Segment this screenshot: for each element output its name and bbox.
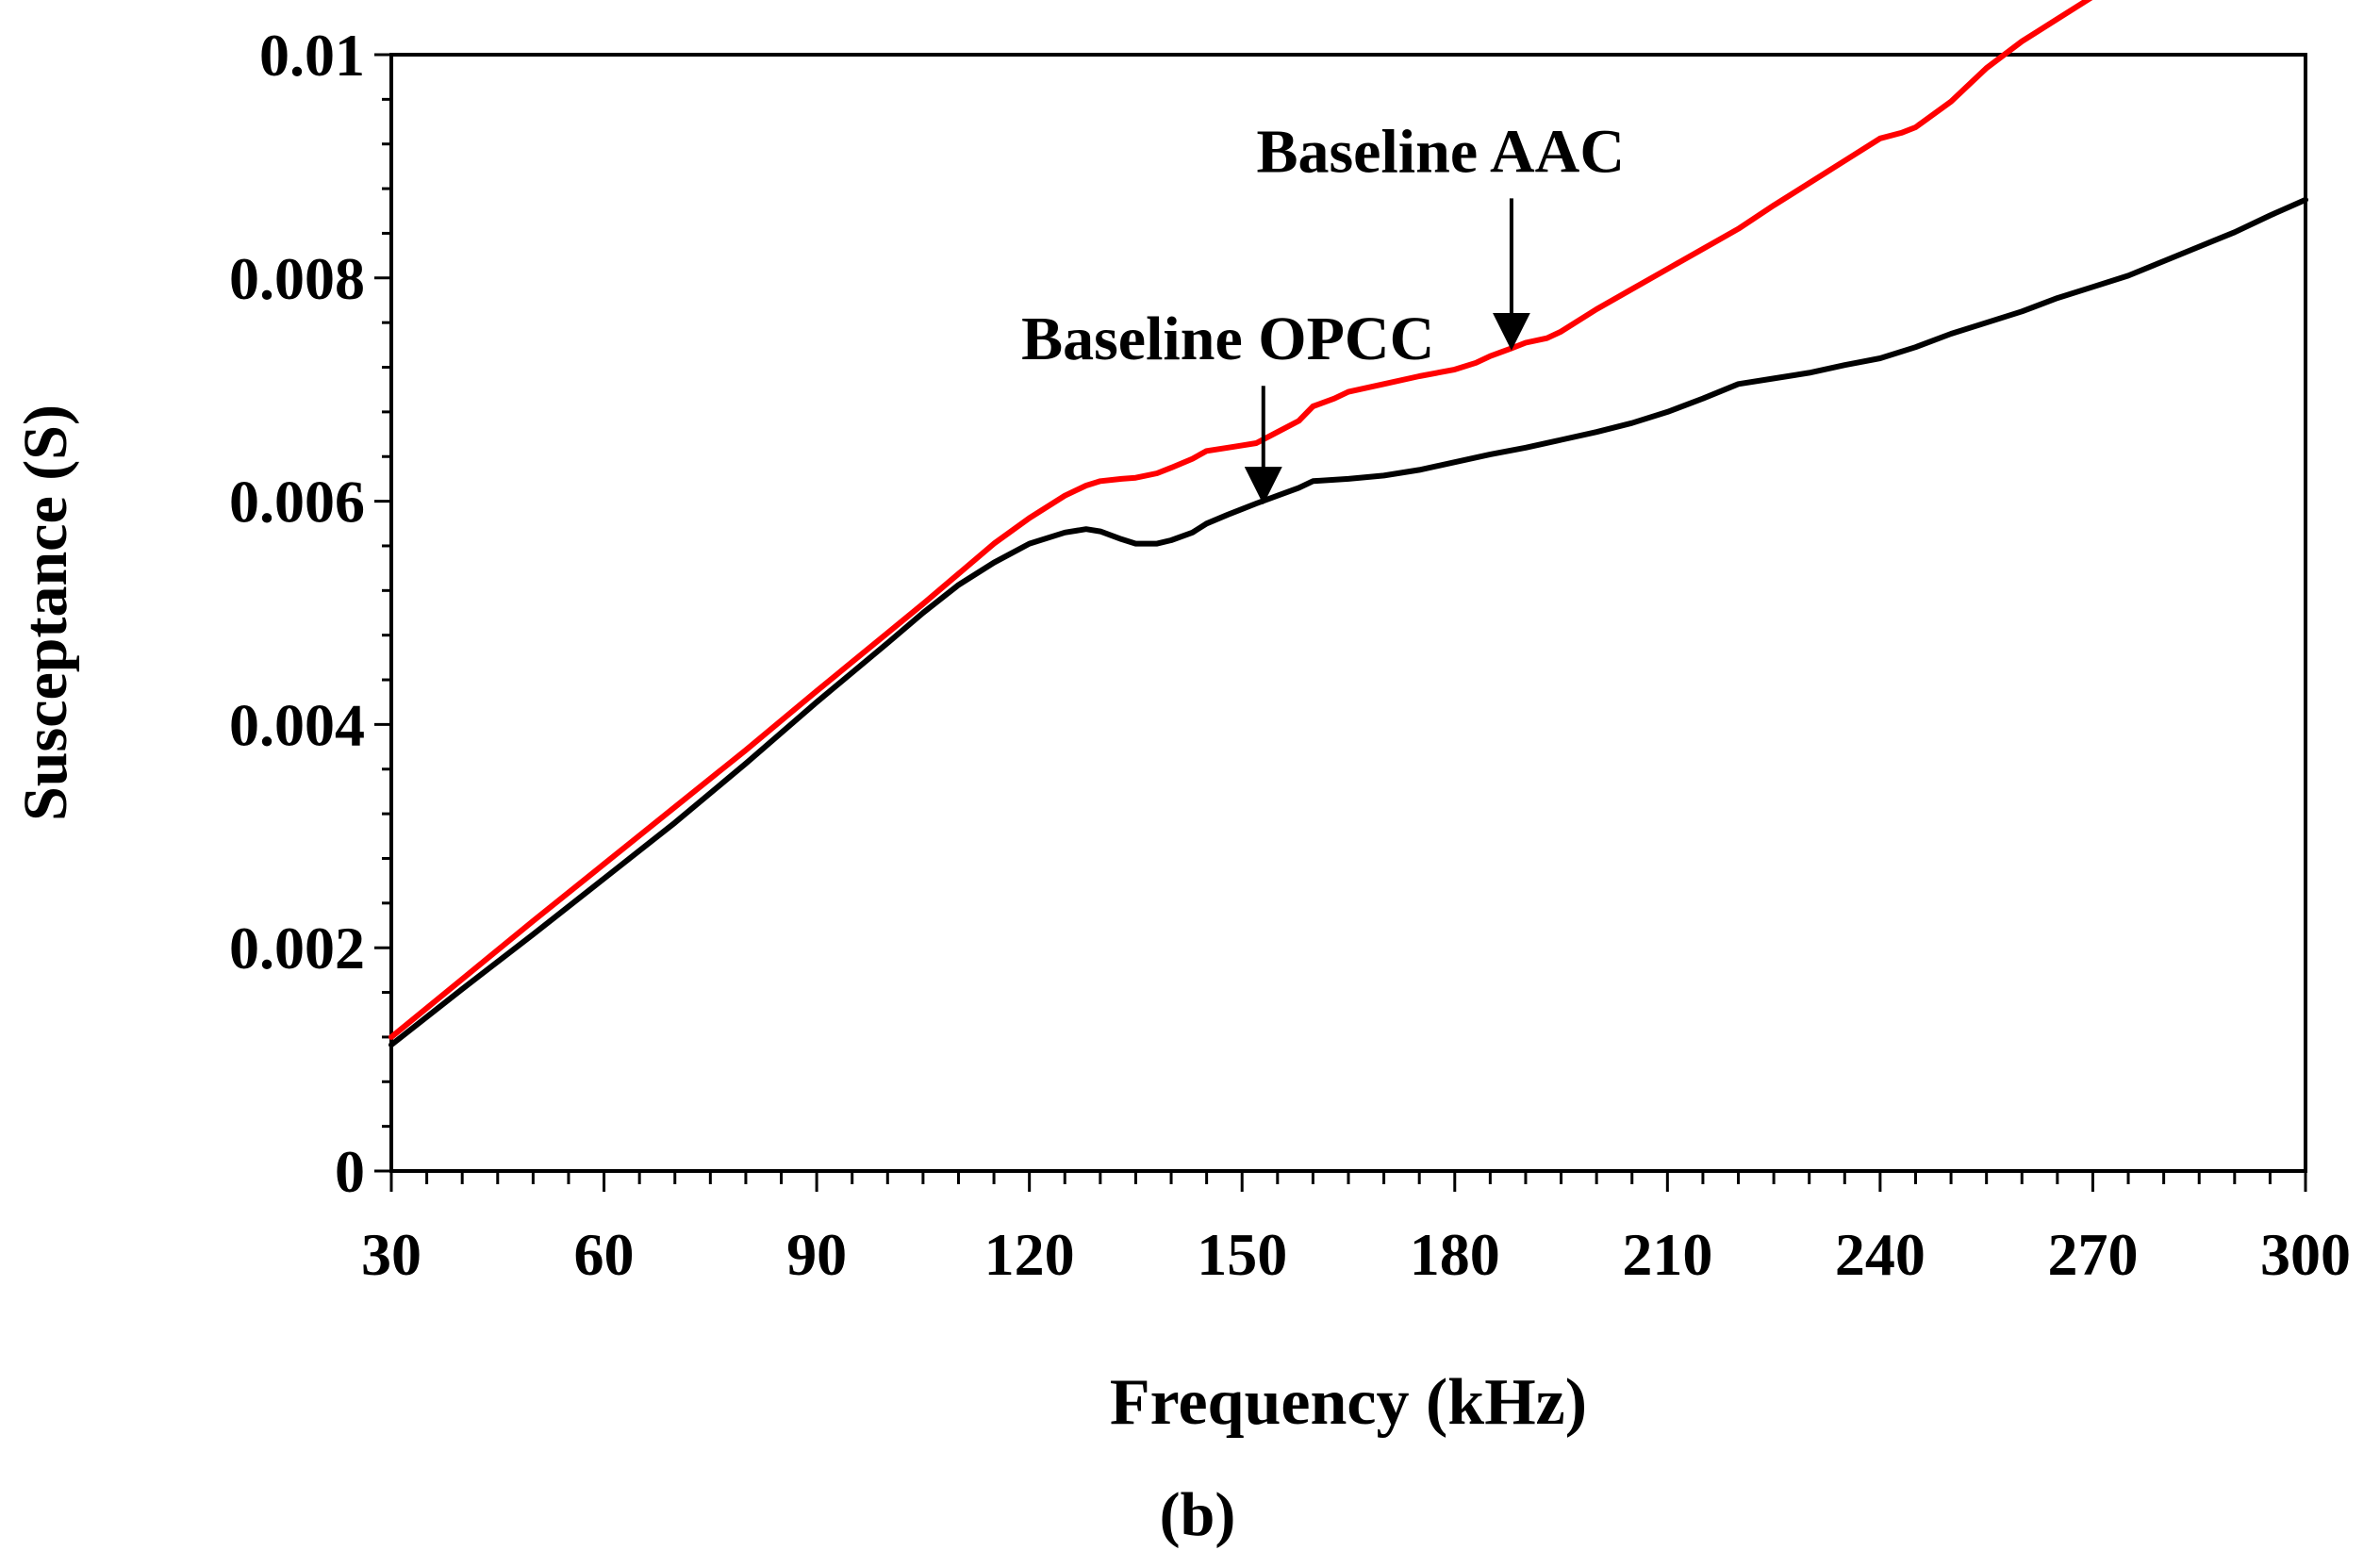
y-tick-label: 0.002 [229, 915, 365, 981]
x-tick-label: 120 [984, 1221, 1075, 1288]
y-tick-label: 0 [335, 1138, 365, 1205]
x-tick-label: 150 [1197, 1221, 1287, 1288]
y-tick-label: 0.004 [229, 691, 365, 758]
annotation-layer: Baseline AAC Baseline OPCC [1021, 117, 1625, 505]
series-line-baseline-aac [388, 0, 2093, 1040]
x-axis-label: Frequency (kHz) [1110, 1366, 1587, 1439]
y-tick-label: 0.01 [259, 22, 365, 89]
x-tick-label: 90 [786, 1221, 847, 1288]
x-tick-label: 60 [574, 1221, 635, 1288]
y-tick-label: 0.008 [229, 245, 365, 312]
x-tick-label: 240 [1835, 1221, 1925, 1288]
y-tick-label: 0.006 [229, 469, 365, 536]
series-line-baseline-opcc [388, 196, 2308, 1048]
annotation-label: Baseline AAC [1256, 117, 1625, 186]
x-axis-ticks: 30 60 90 120 150 180 210 240 270 300 [361, 1171, 2351, 1288]
plot-frame [389, 53, 2307, 1173]
x-tick-label: 30 [361, 1221, 421, 1288]
x-tick-label: 180 [1410, 1221, 1500, 1288]
panel-label: (b) [1160, 1480, 1236, 1549]
x-tick-label: 300 [2260, 1221, 2351, 1288]
annotation-label: Baseline OPCC [1021, 305, 1434, 373]
x-tick-label: 270 [2047, 1221, 2138, 1288]
x-tick-label: 210 [1622, 1221, 1712, 1288]
y-axis-ticks: 0 0.002 0.004 0.006 0.008 0.01 [229, 22, 391, 1205]
y-axis-label: Susceptance (S) [11, 404, 80, 821]
series-layer [388, 0, 2308, 1048]
